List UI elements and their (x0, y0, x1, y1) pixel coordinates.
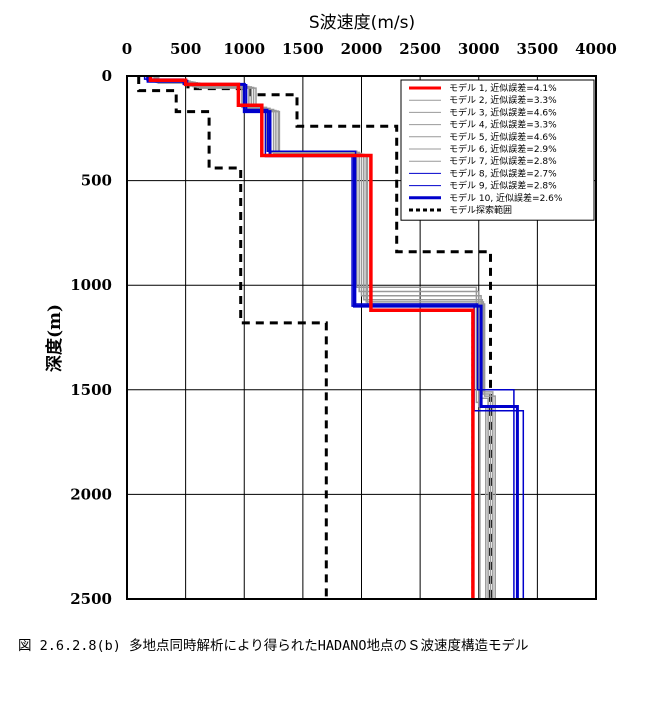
x-tick-label-4: 2000 (341, 40, 383, 58)
legend-label-3: モデル 3, 近似誤差=4.6% (449, 106, 557, 118)
y-tick-label-3: 1500 (70, 381, 112, 399)
y-tick-label-5: 2500 (70, 590, 112, 608)
legend-label-4: モデル 4, 近似誤差=3.3% (449, 119, 557, 131)
legend-label-2: モデル 2, 近似誤差=3.3% (449, 94, 557, 106)
x-tick-label-0: 0 (122, 40, 132, 58)
legend-label-8: モデル 8, 近似誤差=2.7% (449, 167, 557, 179)
chart: S波速度(m/s) 深度(m) 0 500 1000 1500 2000 2500 3000… (44, 13, 617, 608)
legend-label-5: モデル 5, 近似誤差=4.6% (449, 131, 557, 143)
legend-label-11: モデル探索範囲 (449, 204, 512, 216)
legend-label-1: モデル 1, 近似誤差=4.1% (449, 82, 557, 94)
x-tick-label-5: 2500 (399, 40, 441, 58)
y-axis-title: 深度(m) (44, 304, 65, 372)
search-range-lower (137, 76, 328, 599)
x-tick-label-1: 500 (170, 40, 201, 58)
y-tick-label-2: 1000 (70, 276, 112, 294)
x-tick-label-3: 1500 (282, 40, 324, 58)
series-line-1 (148, 76, 475, 599)
x-tick-label-8: 4000 (575, 40, 617, 58)
y-tick-label-0: 0 (102, 67, 112, 85)
y-tick-label-4: 2000 (70, 485, 112, 503)
y-tick-label-1: 500 (81, 172, 112, 190)
x-tick-labels: 0 500 1000 1500 2000 2500 3000 3500 4000 (122, 40, 617, 58)
legend-label-10: モデル 10, 近似誤差=2.6% (449, 192, 563, 204)
x-tick-label-2: 1000 (223, 40, 265, 58)
legend-label-9: モデル 9, 近似誤差=2.8% (449, 180, 557, 192)
legend-label-7: モデル 7, 近似誤差=2.8% (449, 155, 557, 167)
x-tick-label-7: 3500 (517, 40, 559, 58)
figure-caption: 図 2.6.2.8(b) 多地点同時解析により得られたHADANO地点のＳ波速度… (18, 638, 529, 654)
legend-label-6: モデル 6, 近似誤差=2.9% (449, 143, 557, 155)
y-tick-labels: 0 500 1000 1500 2000 2500 (70, 67, 112, 608)
plot-frame (126, 75, 597, 600)
legend: モデル 1, 近似誤差=4.1%モデル 2, 近似誤差=3.3%モデル 3, 近… (400, 79, 595, 221)
x-axis-title: S波速度(m/s) (309, 13, 415, 33)
series-lines (143, 76, 525, 599)
x-tick-label-6: 3000 (458, 40, 500, 58)
